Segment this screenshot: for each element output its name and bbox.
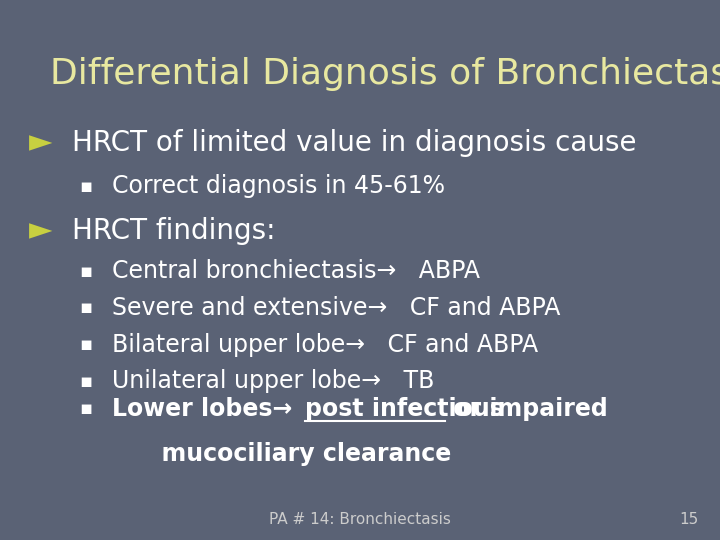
Text: Severe and extensive→   CF and ABPA: Severe and extensive→ CF and ABPA: [112, 296, 560, 320]
Text: HRCT findings:: HRCT findings:: [72, 217, 276, 245]
Text: ►: ►: [29, 217, 53, 246]
Text: Lower lobes→: Lower lobes→: [112, 397, 317, 421]
Text: HRCT of limited value in diagnosis cause: HRCT of limited value in diagnosis cause: [72, 129, 636, 157]
Text: Central bronchiectasis→   ABPA: Central bronchiectasis→ ABPA: [112, 259, 480, 283]
Text: ►: ►: [29, 129, 53, 158]
Text: Unilateral upper lobe→   TB: Unilateral upper lobe→ TB: [112, 369, 434, 393]
Text: ▪: ▪: [79, 261, 92, 281]
Text: Differential Diagnosis of Bronchiectasis: Differential Diagnosis of Bronchiectasis: [50, 57, 720, 91]
Text: ▪: ▪: [79, 335, 92, 354]
Text: PA # 14: Bronchiectasis: PA # 14: Bronchiectasis: [269, 511, 451, 526]
Text: Bilateral upper lobe→   CF and ABPA: Bilateral upper lobe→ CF and ABPA: [112, 333, 538, 356]
Text: ▪: ▪: [79, 372, 92, 391]
Text: mucociliary clearance: mucociliary clearance: [112, 442, 451, 465]
Text: ▪: ▪: [79, 399, 92, 418]
Text: ▪: ▪: [79, 177, 92, 196]
Text: post infectious: post infectious: [305, 397, 503, 421]
Text: 15: 15: [679, 511, 698, 526]
Text: Correct diagnosis in 45-61%: Correct diagnosis in 45-61%: [112, 174, 445, 198]
Text: or impaired: or impaired: [445, 397, 608, 421]
Text: ▪: ▪: [79, 298, 92, 318]
